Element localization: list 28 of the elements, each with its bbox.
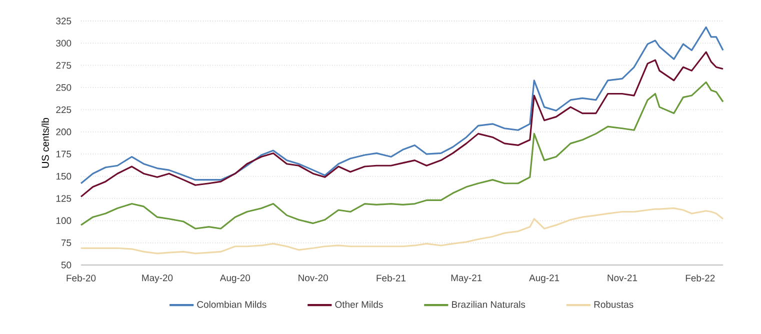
legend-label: Brazilian Naturals [452,300,526,308]
y-tick-label: 225 [56,106,72,114]
x-tick-label: Feb-21 [376,274,406,282]
y-tick-label: 75 [61,240,72,246]
y-tick-label: 175 [56,150,72,158]
x-tick-label: Nov-21 [608,274,638,282]
y-tick-label: 275 [56,62,72,69]
x-tick-label: May-21 [451,274,482,284]
x-tick-label: Aug-20 [220,274,250,284]
legend-label: Colombian Milds [197,300,266,308]
legend-label: Robustas [594,300,634,308]
y-tick-label: 150 [56,172,72,180]
legend-label: Other Milds [335,300,383,308]
y-tick-label: 125 [56,195,72,202]
x-tick-label: Feb-20 [66,274,96,282]
x-tick-label: Aug-21 [529,274,560,284]
line-series [80,51,724,198]
x-tick-label: Nov-20 [298,274,328,282]
y-tick-label: 50 [61,262,72,268]
y-tick-label: 325 [56,18,72,24]
y-axis-title: US cents/lb [42,118,49,168]
x-tick-label: May-20 [142,274,173,284]
line-series [80,81,724,230]
y-tick-label: 100 [56,217,72,224]
y-tick-label: 250 [56,84,72,91]
x-tick-label: Feb-22 [686,274,715,282]
y-tick-label: 300 [56,40,72,47]
y-tick-label: 200 [56,128,72,136]
